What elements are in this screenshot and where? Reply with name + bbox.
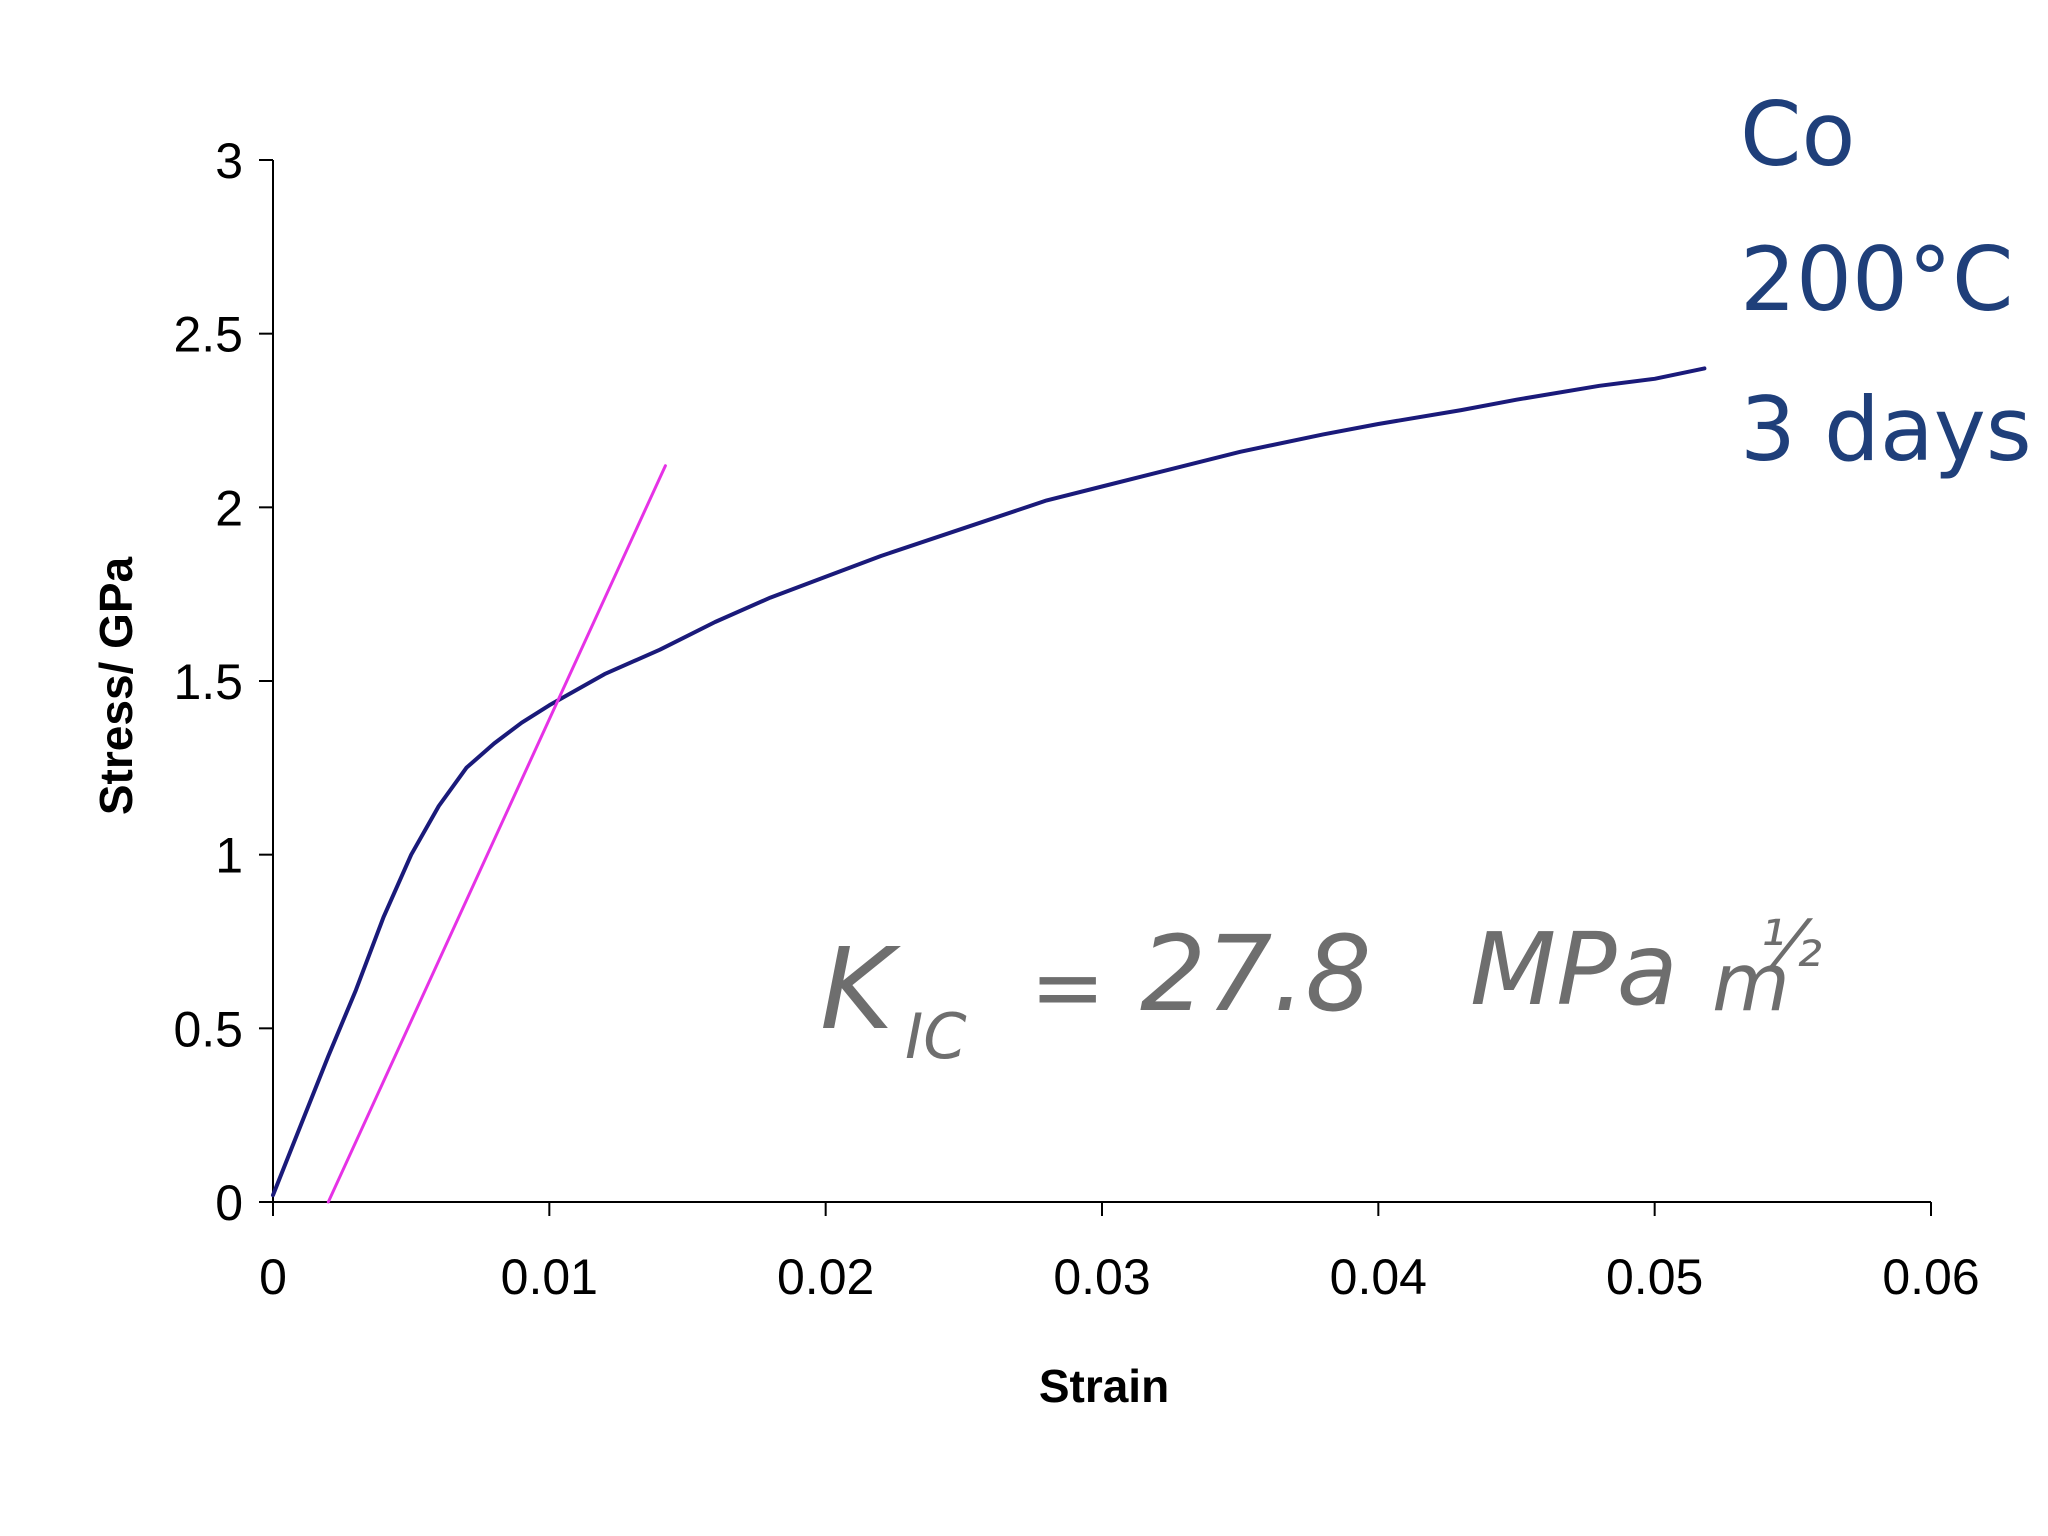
handwritten-equals: = bbox=[1030, 935, 1105, 1040]
y-tick-label: 1 bbox=[215, 828, 243, 884]
y-tick-label: 3 bbox=[215, 133, 243, 189]
handwritten-kic-note: K IC = 27.8 MPa m ½ bbox=[820, 908, 1822, 1073]
handwritten-k: K bbox=[820, 925, 901, 1055]
axes: 0 0.01 0.02 0.03 0.04 0.05 0.06 0 0.5 1 1.5 2 2.5 3 bbox=[173, 133, 1979, 1305]
y-tick-label: 2.5 bbox=[173, 307, 243, 363]
y-tick-label: 0.5 bbox=[173, 1001, 243, 1057]
x-tick-label: 0.01 bbox=[501, 1249, 598, 1305]
annotation-duration: 3 days bbox=[1740, 378, 2032, 481]
y-tick-label: 2 bbox=[215, 480, 243, 536]
x-tick-label: 0.02 bbox=[777, 1249, 874, 1305]
x-tick-label: 0.03 bbox=[1053, 1249, 1150, 1305]
y-axis-title: Stress/ GPa bbox=[90, 556, 142, 815]
handwritten-exponent: ½ bbox=[1760, 908, 1822, 982]
offset-line bbox=[326, 464, 667, 1204]
annotation-temperature: 200°C bbox=[1740, 228, 2013, 331]
stress-strain-curve bbox=[271, 366, 1707, 1198]
x-axis-title: Strain bbox=[1039, 1360, 1169, 1412]
x-tick-label: 0 bbox=[259, 1249, 287, 1305]
y-tick-label: 1.5 bbox=[173, 654, 243, 710]
handwritten-m: m bbox=[1712, 936, 1790, 1029]
series-layer bbox=[271, 366, 1707, 1204]
x-tick-label: 0.04 bbox=[1330, 1249, 1427, 1305]
annotation-element: Co bbox=[1740, 83, 1855, 186]
handwritten-unit: MPa bbox=[1470, 911, 1678, 1028]
handwritten-value: 27.8 bbox=[1140, 913, 1372, 1035]
handwritten-subscript: IC bbox=[905, 1000, 967, 1073]
x-tick-label: 0.06 bbox=[1882, 1249, 1979, 1305]
y-tick-label: 0 bbox=[215, 1175, 243, 1231]
x-tick-label: 0.05 bbox=[1606, 1249, 1703, 1305]
